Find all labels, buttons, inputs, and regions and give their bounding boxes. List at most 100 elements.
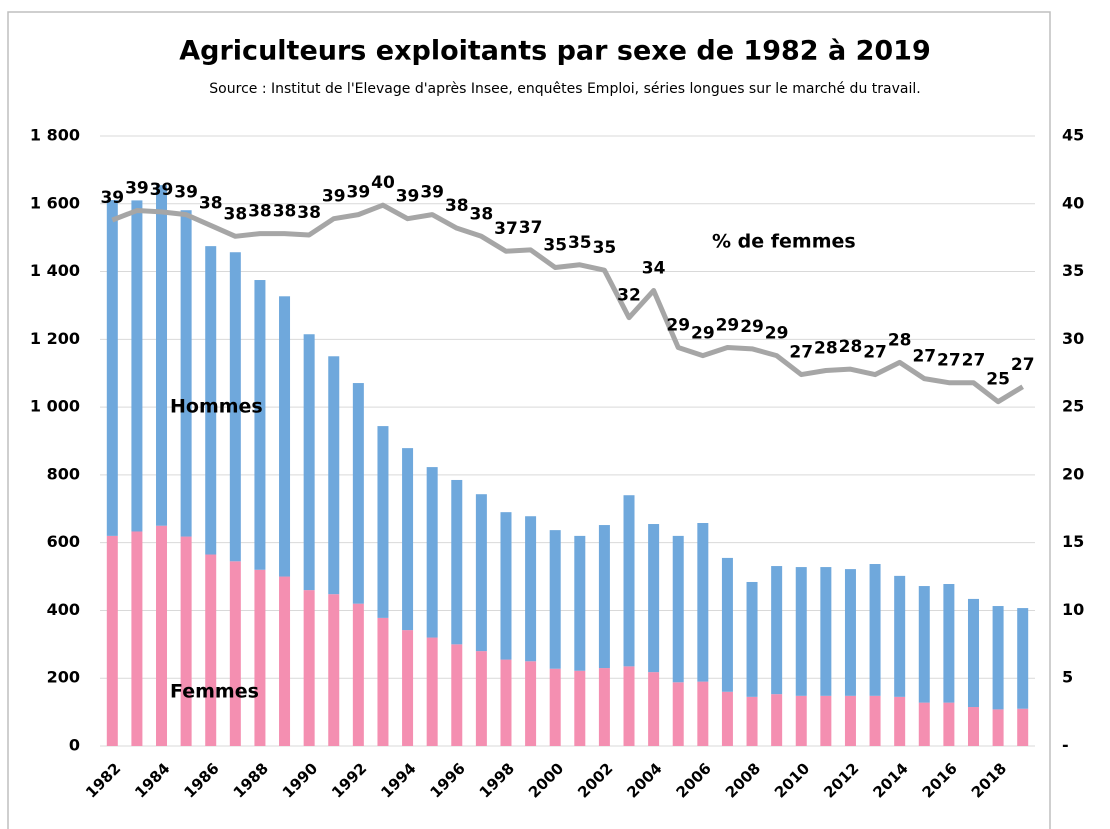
bar — [574, 535, 586, 671]
bar — [106, 200, 118, 536]
bar — [180, 536, 192, 746]
bar — [525, 516, 537, 662]
data-label: 27 — [937, 351, 961, 371]
y2-tick-label: 5 — [1062, 668, 1073, 687]
bar — [500, 659, 512, 746]
y-tick-label: 0 — [69, 736, 80, 755]
bar — [205, 554, 217, 746]
series-label: % de femmes — [712, 231, 856, 253]
data-label: 27 — [789, 343, 813, 363]
data-label: 39 — [396, 187, 420, 207]
bar — [254, 569, 266, 746]
series-label: Hommes — [170, 396, 263, 418]
data-label: 28 — [814, 339, 838, 359]
bar — [795, 567, 807, 696]
data-label: 34 — [642, 259, 666, 279]
y-tick-label: 800 — [47, 464, 80, 483]
data-label: 29 — [716, 315, 740, 335]
bar — [672, 682, 684, 746]
bar — [180, 210, 192, 537]
bar — [303, 334, 315, 591]
y-tick-label: 1 000 — [30, 397, 80, 416]
bar — [475, 651, 487, 746]
bar — [254, 280, 266, 570]
y-tick-label: 200 — [47, 668, 80, 687]
data-label: 29 — [666, 315, 690, 335]
bar — [1017, 608, 1029, 709]
bar — [648, 672, 660, 746]
y-tick-label: 600 — [47, 532, 80, 551]
bar — [648, 524, 660, 673]
bar — [451, 479, 463, 645]
bar — [426, 637, 438, 746]
bar — [918, 586, 930, 703]
bar — [131, 200, 143, 532]
bar — [771, 694, 783, 746]
data-label: 37 — [494, 219, 518, 239]
bar — [352, 603, 364, 746]
data-label: 38 — [248, 202, 272, 222]
y-tick-label: 1 400 — [30, 261, 80, 280]
y2-tick-label: 25 — [1062, 397, 1084, 416]
bar — [525, 661, 537, 746]
data-label: 38 — [470, 204, 494, 224]
data-label: 29 — [691, 324, 715, 344]
bar — [697, 523, 709, 682]
bar — [992, 606, 1004, 710]
bar — [967, 598, 979, 708]
data-label: 38 — [297, 203, 321, 223]
bar — [500, 512, 512, 660]
data-label: 25 — [986, 370, 1010, 390]
line — [111, 202, 1024, 405]
bar — [402, 630, 414, 746]
bar — [992, 709, 1004, 746]
bar — [1017, 708, 1029, 746]
data-label: 27 — [912, 347, 936, 367]
bar — [426, 467, 438, 638]
data-label: 32 — [617, 286, 641, 306]
series-label: Femmes — [170, 681, 259, 703]
bar — [623, 495, 635, 667]
bar — [918, 702, 930, 746]
data-label: 39 — [125, 179, 149, 199]
data-label: 29 — [765, 324, 789, 344]
bar — [475, 494, 487, 652]
bar — [894, 696, 906, 746]
bar — [549, 668, 561, 746]
data-label: 40 — [371, 173, 395, 193]
bar — [377, 617, 389, 746]
bar — [352, 383, 364, 604]
bar — [106, 535, 118, 746]
bar — [943, 584, 955, 703]
y2-tick-label: - — [1062, 736, 1069, 755]
bar — [844, 569, 856, 696]
y2-tick-label: 45 — [1062, 126, 1084, 145]
bar — [328, 594, 340, 746]
data-label: 28 — [839, 337, 863, 357]
data-label: 38 — [273, 202, 297, 222]
data-label: 35 — [543, 235, 567, 255]
data-label: 39 — [347, 183, 371, 203]
data-label: 38 — [199, 193, 223, 213]
data-label: 38 — [223, 204, 247, 224]
data-label: 39 — [174, 183, 198, 203]
bar — [672, 535, 684, 683]
bar — [795, 695, 807, 746]
y-tick-label: 1 600 — [30, 193, 80, 212]
data-label: 39 — [420, 183, 444, 203]
bar — [156, 525, 168, 746]
y2-tick-label: 15 — [1062, 532, 1084, 551]
data-label: 35 — [568, 233, 592, 253]
chart-subtitle: Source : Institut de l'Elevage d'après I… — [209, 81, 920, 97]
bar — [820, 567, 832, 696]
bar — [721, 691, 733, 746]
data-label: 39 — [100, 188, 124, 208]
bar — [746, 581, 758, 697]
y2-tick-label: 30 — [1062, 329, 1084, 348]
y2-tick-label: 20 — [1062, 464, 1084, 483]
bar — [598, 525, 610, 669]
bar — [549, 530, 561, 669]
data-label: 27 — [863, 343, 887, 363]
bar — [844, 695, 856, 746]
